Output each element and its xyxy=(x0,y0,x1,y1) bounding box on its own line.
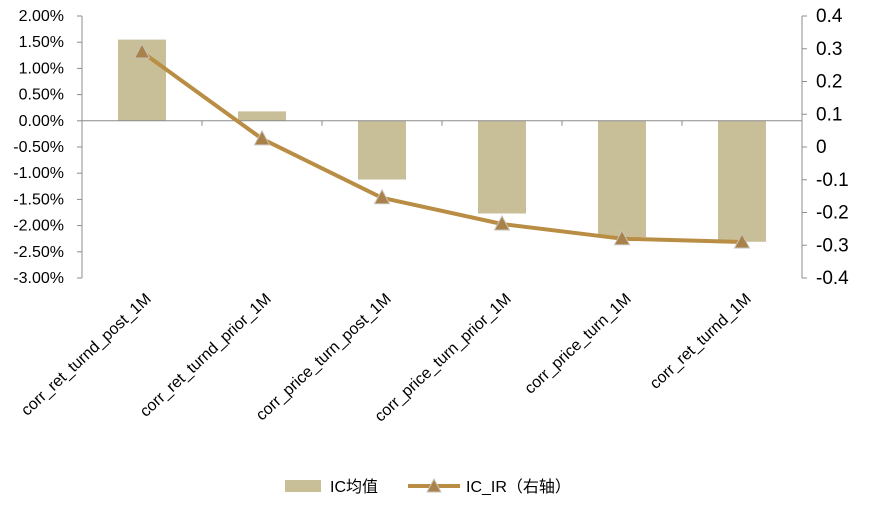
ic-ir-line xyxy=(140,50,743,244)
legend-label-line: IC_IR（右轴） xyxy=(466,478,571,496)
category-label: corr_ret_turnd_post_1M xyxy=(18,290,154,419)
right-tick-label: -0.1 xyxy=(816,170,849,191)
left-tick-label: 1.00% xyxy=(19,60,64,77)
right-tick-label: 0.4 xyxy=(816,6,843,27)
line-series xyxy=(133,42,751,249)
category-label: corr_ret_turnd_prior_1M xyxy=(137,290,275,420)
bar xyxy=(718,120,766,242)
category-label: corr_price_turn_post_1M xyxy=(253,290,395,424)
left-tick-label: 2.00% xyxy=(19,8,64,25)
right-tick-label: 0 xyxy=(816,137,827,158)
left-tick-label: -1.00% xyxy=(13,165,64,182)
right-tick-label: 0.1 xyxy=(816,104,842,125)
right-tick-label: 0.2 xyxy=(816,72,842,93)
legend-triangle-icon xyxy=(426,477,442,493)
right-tick-label: -0.2 xyxy=(816,203,849,224)
left-tick-label: 1.50% xyxy=(19,34,64,51)
left-tick-label: -1.50% xyxy=(13,191,64,208)
left-tick-label: -2.00% xyxy=(13,218,64,235)
legend: IC均值 IC_IR（右轴） xyxy=(285,477,571,496)
legend-swatch-bar xyxy=(285,480,321,492)
left-tick-label: 0.50% xyxy=(19,87,64,104)
bar xyxy=(598,120,646,238)
right-tick-label: -0.3 xyxy=(816,235,849,256)
left-tick-label: 0.00% xyxy=(19,113,64,130)
category-label: corr_price_turn_1M xyxy=(522,290,635,397)
ic-ir-marker xyxy=(733,232,751,249)
right-tick-label: -0.4 xyxy=(816,268,849,289)
left-tick-label: -3.00% xyxy=(13,270,64,287)
bar-series xyxy=(118,39,766,242)
axes: 2.00% 1.50% 1.00% 0.50% 0.00% -0.50% -1.00% -1.… xyxy=(13,6,849,289)
bar xyxy=(478,120,526,214)
legend-label-bar: IC均值 xyxy=(330,478,378,496)
ic-ir-marker xyxy=(133,42,151,59)
ic-ir-marker xyxy=(493,214,511,231)
left-tick-label: -2.50% xyxy=(13,244,64,261)
ic-ir-marker xyxy=(253,129,271,146)
category-label: corr_price_turn_prior_1M xyxy=(372,290,515,425)
left-tick-label: -0.50% xyxy=(13,139,64,156)
bar xyxy=(358,120,406,180)
category-labels: corr_ret_turnd_post_1Mcorr_ret_turnd_pri… xyxy=(18,290,754,425)
ic-ir-marker xyxy=(613,229,631,246)
category-label: corr_ret_turnd_1M xyxy=(647,290,755,392)
right-tick-label: 0.3 xyxy=(816,39,842,60)
bar xyxy=(238,111,286,121)
ic-ir-marker xyxy=(373,188,391,205)
